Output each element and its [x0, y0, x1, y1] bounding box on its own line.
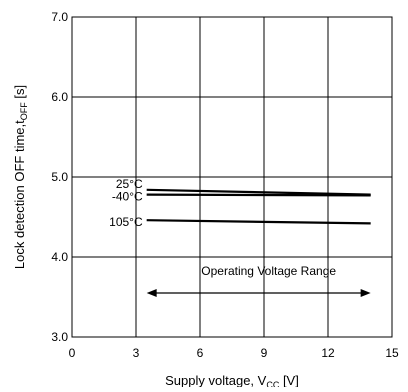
x-tick-label-4: 12: [321, 346, 335, 360]
grid: [72, 17, 392, 337]
x-axis-label-sub: CC: [266, 380, 279, 387]
series-label-1: -40°C: [112, 190, 143, 204]
x-axis-label-unit: [V]: [279, 373, 299, 387]
tick-labels: 0 3 6 9 12 15 3.0 4.0 5.0 6.0 7.0: [51, 10, 399, 360]
y-tick-label-3: 6.0: [51, 90, 68, 104]
y-tick-label-1: 4.0: [51, 250, 68, 264]
y-axis-label-unit: [s]: [12, 85, 27, 102]
y-tick-label-2: 5.0: [51, 170, 68, 184]
series-line-0: [146, 188, 371, 196]
x-axis-label-main: Supply voltage, V: [165, 373, 267, 387]
annotations: Operating Voltage Range: [146, 264, 371, 297]
series-label-2: 105°C: [109, 215, 143, 229]
x-tick-label-3: 9: [261, 346, 268, 360]
series-label-0: 25°C: [116, 177, 143, 191]
series-labels: 25°C-40°C 105°C: [109, 177, 143, 229]
x-axis-label: Supply voltage, VCC [V]: [165, 373, 299, 387]
range-arrow-head-right: [360, 289, 371, 297]
x-tick-label-5: 15: [385, 346, 399, 360]
series-line-2: [146, 219, 371, 225]
x-tick-label-1: 3: [133, 346, 140, 360]
range-arrow-head-left: [146, 289, 157, 297]
x-tick-label-2: 6: [197, 346, 204, 360]
y-axis-label-sub: OFF: [19, 102, 29, 120]
y-axis-label-main: Lock detection OFF time,t: [12, 120, 27, 269]
range-label: Operating Voltage Range: [201, 264, 336, 278]
y-tick-label-4: 7.0: [51, 10, 68, 24]
x-tick-label-0: 0: [69, 346, 76, 360]
series-group: [146, 188, 371, 225]
y-axis-label: Lock detection OFF time,tOFF [s]: [12, 85, 29, 269]
y-tick-label-0: 3.0: [51, 330, 68, 344]
series-line-1: [146, 193, 371, 197]
